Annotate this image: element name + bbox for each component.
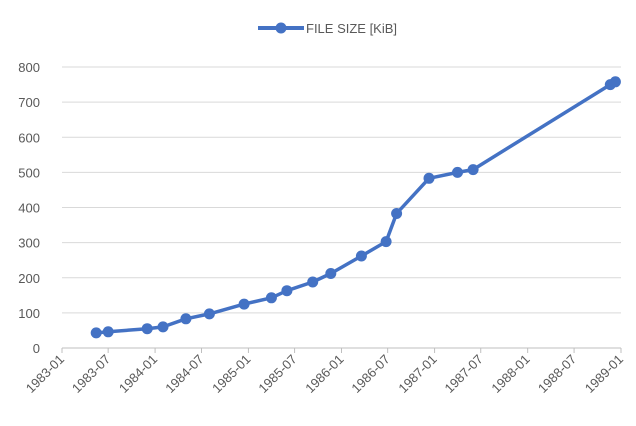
x-tick-label: 1989-01 [582,352,626,396]
legend: FILE SIZE [KiB] [258,21,397,36]
x-tick-label: 1988-01 [488,352,532,396]
y-tick-label: 200 [18,271,40,286]
x-tick-label: 1987-01 [395,352,439,396]
y-tick-label: 300 [18,236,40,251]
y-tick-label: 600 [18,130,40,145]
x-tick-label: 1984-07 [162,352,206,396]
y-tick-label: 100 [18,306,40,321]
x-axis [61,347,622,353]
x-tick-label: 1986-01 [302,352,346,396]
x-tick-label: 1988-07 [535,352,579,396]
y-tick-label: 800 [18,60,40,75]
data-point-1983-05-15 [90,327,102,339]
data-point-1986-08-05 [391,208,403,219]
data-point-1983-07-01 [102,326,114,338]
data-point-1984-05-01 [180,313,192,325]
series-file-size [90,76,621,339]
data-point-1986-03-20 [355,250,367,262]
data-point-1985-11-20 [325,268,337,279]
legend-label: FILE SIZE [KiB] [306,21,397,36]
gridlines [62,66,621,314]
y-tick-label: 700 [18,95,40,110]
data-point-1984-02-01 [157,321,169,333]
data-point-1984-08-01 [203,308,215,320]
x-axis-tick-labels: 1983-01 1983-07 1984-01 1984-07 1985-01 1985-… [23,352,626,396]
data-point-1984-12-15 [238,298,250,310]
x-tick-label: 1984-01 [116,352,160,396]
x-tick-label: 1983-07 [69,352,113,396]
data-point-1986-12-10 [423,172,435,184]
data-point-1985-09-10 [307,276,319,288]
x-tick-label: 1985-07 [255,352,299,396]
y-axis-tick-labels: 0 100 200 300 400 500 600 700 800 [18,60,40,356]
data-point-1987-04-01 [452,166,463,178]
x-tick-label: 1987-07 [442,352,486,396]
legend-marker-swatch [275,22,287,34]
x-tick-label: 1985-01 [209,352,253,396]
x-tick-label: 1986-07 [348,352,392,396]
y-tick-label: 0 [33,341,40,356]
y-tick-label: 400 [18,201,40,216]
data-point-1986-06-25 [380,236,392,248]
y-tick-label: 500 [18,165,40,180]
x-tick-label: 1983-01 [23,352,67,396]
data-point-1988-12-10 [609,76,621,88]
data-point-1983-12-01 [141,323,153,335]
data-point-1987-06-01 [467,164,479,176]
data-point-1985-06-01 [281,285,293,297]
data-point-1985-04-01 [265,292,277,304]
